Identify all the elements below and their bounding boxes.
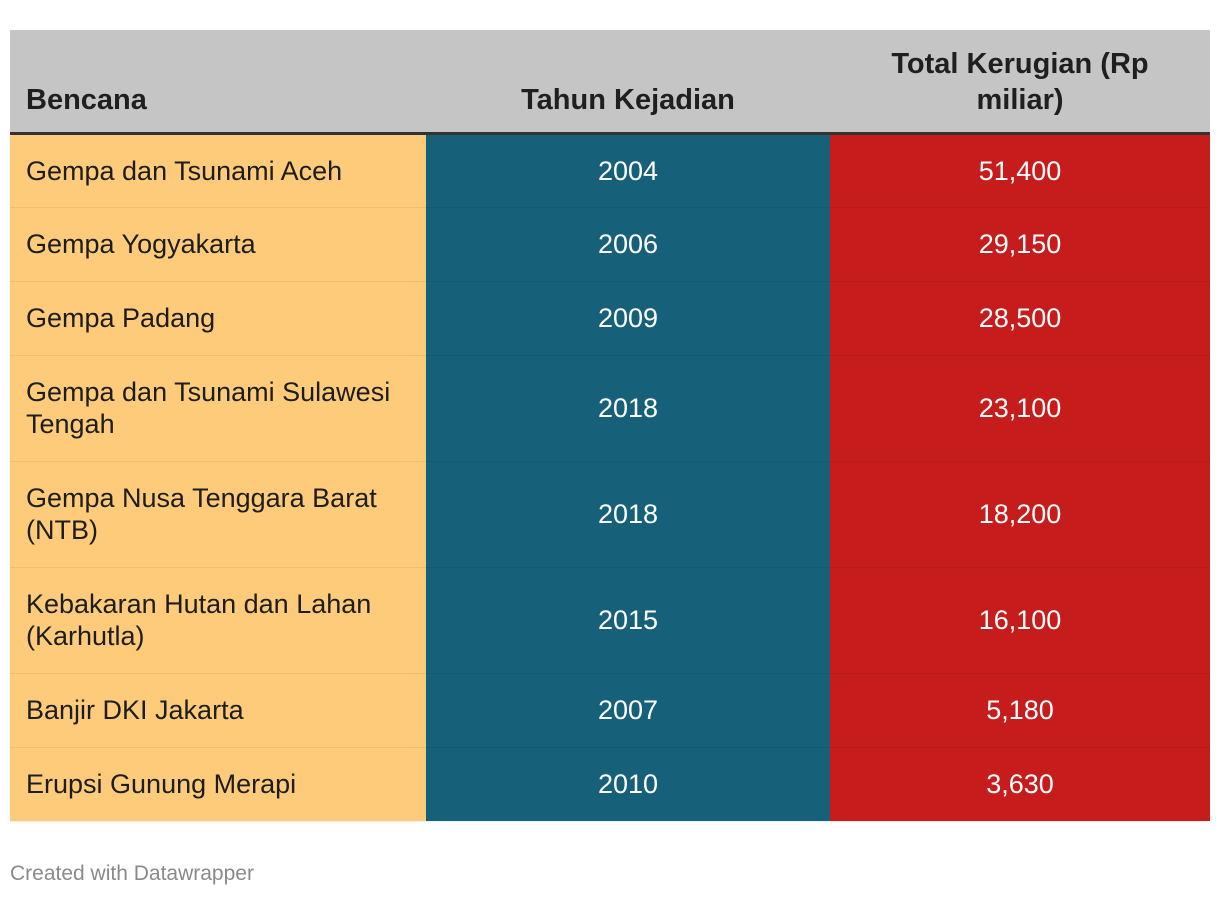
- datawrapper-credit[interactable]: Created with Datawrapper: [10, 862, 254, 885]
- cell-bencana: Gempa dan Tsunami Aceh: [10, 133, 426, 208]
- cell-bencana: Erupsi Gunung Merapi: [10, 747, 426, 822]
- table-row: Gempa dan Tsunami Aceh 2004 51,400: [10, 133, 1210, 208]
- cell-bencana: Kebakaran Hutan dan Lahan (Karhutla): [10, 567, 426, 674]
- cell-tahun: 2010: [426, 747, 830, 822]
- cell-tahun: 2004: [426, 133, 830, 208]
- cell-kerugian: 28,500: [830, 281, 1210, 356]
- table-row: Erupsi Gunung Merapi 2010 3,630: [10, 747, 1210, 822]
- cell-tahun: 2007: [426, 673, 830, 748]
- table-row: Kebakaran Hutan dan Lahan (Karhutla) 201…: [10, 567, 1210, 674]
- table-row: Gempa Yogyakarta 2006 29,150: [10, 207, 1210, 282]
- cell-bencana: Banjir DKI Jakarta: [10, 673, 426, 748]
- cell-bencana: Gempa Yogyakarta: [10, 207, 426, 282]
- cell-tahun: 2018: [426, 355, 830, 462]
- cell-tahun: 2018: [426, 461, 830, 568]
- column-header-tahun-kejadian[interactable]: Tahun Kejadian: [426, 30, 830, 135]
- cell-kerugian: 51,400: [830, 133, 1210, 208]
- cell-kerugian: 5,180: [830, 673, 1210, 748]
- cell-tahun: 2006: [426, 207, 830, 282]
- cell-bencana: Gempa dan Tsunami Sulawesi Tengah: [10, 355, 426, 462]
- column-header-total-kerugian[interactable]: Total Kerugian (Rp miliar): [830, 30, 1210, 135]
- disaster-losses-table: Bencana Tahun Kejadian Total Kerugian (R…: [10, 30, 1210, 822]
- table-header-row: Bencana Tahun Kejadian Total Kerugian (R…: [10, 30, 1210, 135]
- cell-tahun: 2009: [426, 281, 830, 356]
- table-row: Gempa dan Tsunami Sulawesi Tengah 2018 2…: [10, 355, 1210, 462]
- cell-bencana: Gempa Nusa Tenggara Barat (NTB): [10, 461, 426, 568]
- cell-bencana: Gempa Padang: [10, 281, 426, 356]
- data-table-container: Bencana Tahun Kejadian Total Kerugian (R…: [10, 30, 1210, 822]
- column-header-bencana[interactable]: Bencana: [10, 30, 426, 135]
- table-row: Banjir DKI Jakarta 2007 5,180: [10, 673, 1210, 748]
- table-row: Gempa Padang 2009 28,500: [10, 281, 1210, 356]
- cell-kerugian: 29,150: [830, 207, 1210, 282]
- table-row: Gempa Nusa Tenggara Barat (NTB) 2018 18,…: [10, 461, 1210, 568]
- cell-kerugian: 23,100: [830, 355, 1210, 462]
- cell-tahun: 2015: [426, 567, 830, 674]
- cell-kerugian: 16,100: [830, 567, 1210, 674]
- cell-kerugian: 3,630: [830, 747, 1210, 822]
- cell-kerugian: 18,200: [830, 461, 1210, 568]
